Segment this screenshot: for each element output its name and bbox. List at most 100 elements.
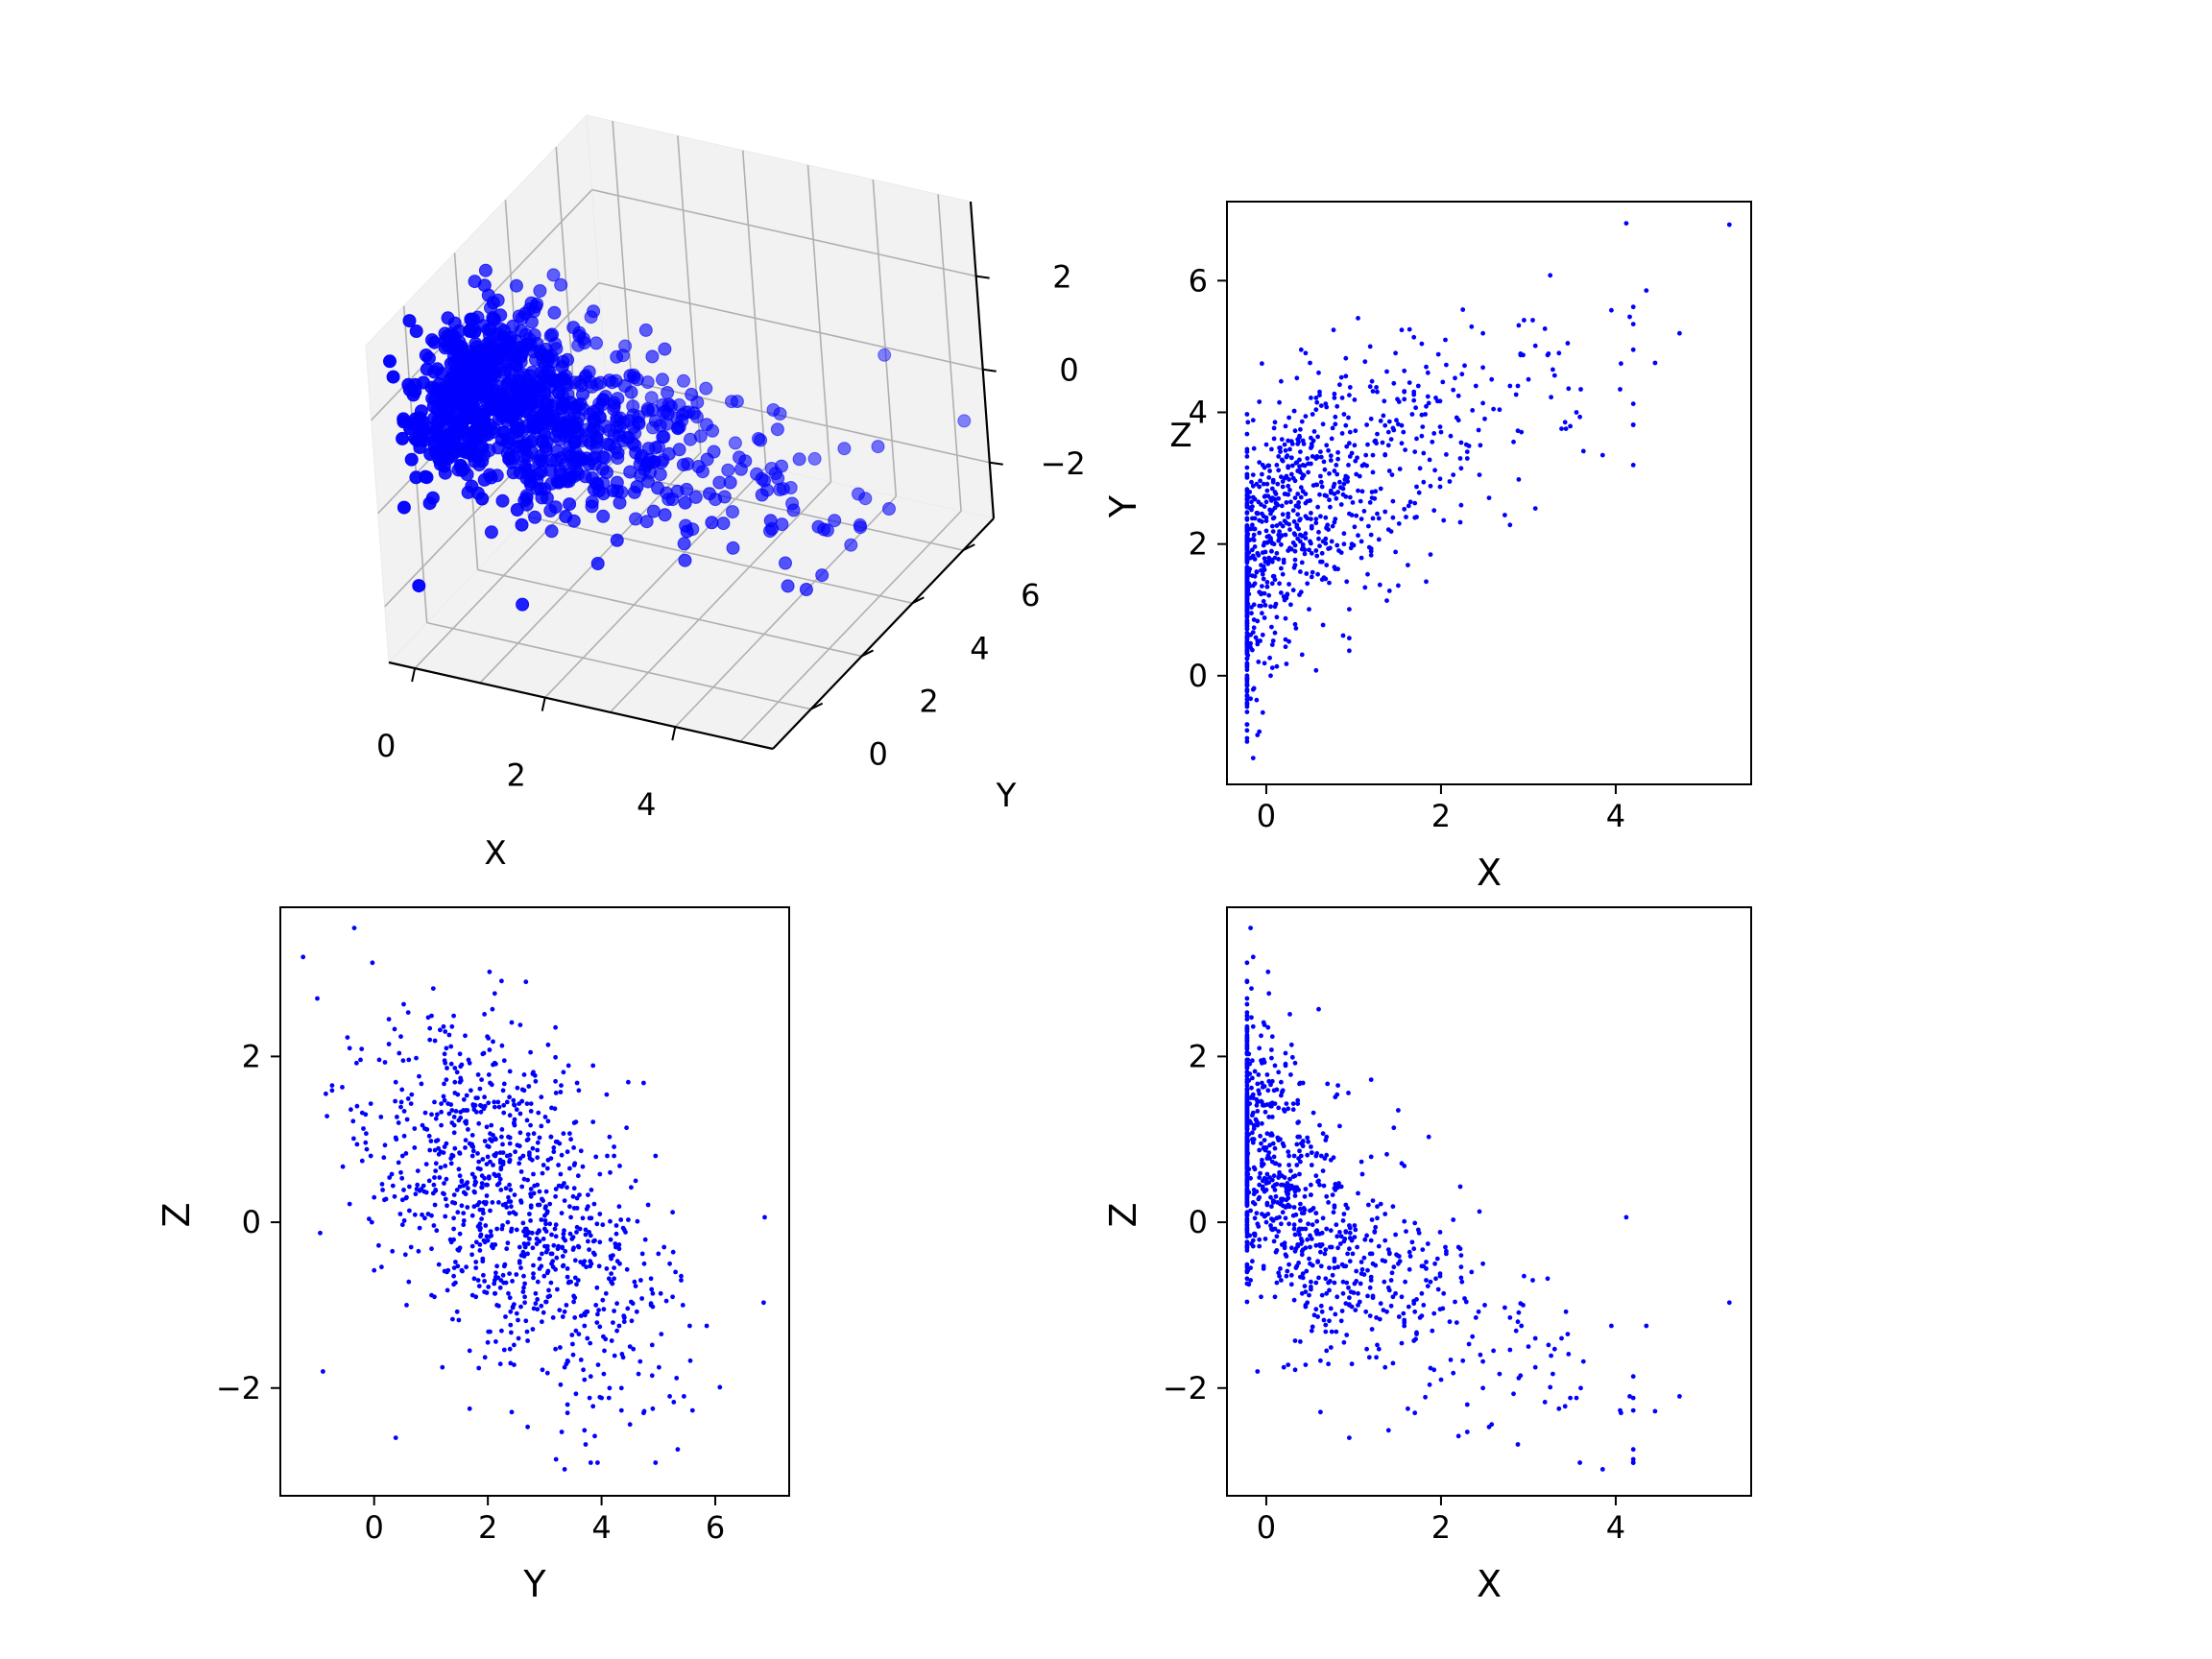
data-point [1272,1145,1278,1151]
data-point [498,1278,504,1283]
data-point [1270,573,1276,579]
data-point [1272,496,1278,502]
data-point [517,1022,523,1027]
data-point-3d [432,377,446,392]
data-point [1247,1071,1253,1076]
data-point [1286,548,1291,553]
data-point [649,1373,655,1379]
data-point [1269,1204,1274,1210]
data-point [1630,1456,1636,1462]
y-tick-label: 0 [1189,658,1208,694]
data-point [1270,1141,1276,1146]
y-axis-label: Z [156,1202,198,1227]
data-point [1299,1252,1305,1258]
data-point [347,1201,352,1207]
data-point [1319,1230,1325,1236]
data-point-3d [648,414,662,428]
data-point [1281,557,1286,563]
data-point [1292,495,1298,500]
data-point [499,1127,505,1132]
data-point [1396,1314,1402,1319]
data-point [408,1101,414,1106]
data-point [1309,1192,1313,1197]
data-point [1264,1131,1270,1137]
data-point [453,1109,459,1114]
data-point [466,1127,470,1132]
data-point [1251,617,1257,622]
data-point [1726,1300,1732,1306]
data-point [1337,1230,1342,1235]
data-point [1288,1245,1294,1251]
data-point [514,1107,519,1113]
data-point [496,1303,501,1309]
data-point [439,1109,444,1115]
data-point [590,1404,596,1409]
data-point [1290,508,1296,514]
data-point [1335,1185,1340,1190]
data-point-3d [563,449,577,464]
data-point [1375,1215,1380,1221]
data-point [1393,549,1398,555]
data-point [1407,380,1412,385]
data-point [354,1060,359,1066]
data-point [1252,1166,1258,1172]
data-point-3d [555,360,569,374]
data-point [1308,1208,1312,1214]
data-point [1323,541,1329,546]
data-point [405,1096,411,1101]
data-point [1244,1098,1250,1104]
data-point [492,1281,497,1286]
data-point [618,1385,624,1391]
data-point [1426,1134,1431,1140]
data-point [544,1247,550,1252]
data-point [1309,435,1313,441]
data-point [1382,398,1387,404]
data-point [1292,532,1298,538]
data-point [417,1073,421,1079]
data-point [1256,1072,1262,1077]
data-point [511,1097,517,1103]
data-point [1478,1352,1483,1358]
data-point [1244,1124,1250,1130]
data-point [761,1300,766,1306]
x-tick-label: 0 [1257,1509,1276,1546]
data-point [412,1145,418,1150]
data-point [1303,1304,1309,1310]
data-point-3d [543,328,558,343]
data-point [563,1248,568,1254]
data-point [1274,1248,1280,1253]
data-point [1274,1234,1280,1239]
data-point-3d [726,541,740,555]
y-tick-mark-3d [810,702,824,710]
data-point [1522,1273,1527,1279]
data-point [1361,1272,1367,1277]
data-point [1279,503,1285,509]
data-point [412,1126,418,1131]
data-point [543,1221,548,1227]
data-point [1249,611,1254,616]
data-point [555,1139,560,1144]
data-point [535,1147,541,1153]
data-point [393,1435,398,1440]
data-point [501,1058,507,1064]
data-point [379,1264,384,1270]
data-point [1350,500,1356,505]
data-point [1284,1273,1289,1279]
data-point [1470,408,1476,413]
data-point [1438,429,1444,435]
data-point [1292,1367,1298,1373]
data-point [1256,660,1262,664]
data-point-3d [573,375,588,389]
data-point [503,1186,509,1191]
data-point [1609,1323,1614,1329]
data-point [401,1218,407,1223]
y-tick-label: 0 [242,1204,261,1240]
data-point [382,1142,388,1148]
data-point [506,1290,511,1296]
data-point [455,1092,461,1097]
data-point [1308,360,1312,366]
data-point [475,1151,480,1156]
data-point [1260,1157,1264,1163]
data-point [475,1166,481,1171]
data-point [438,1165,444,1170]
